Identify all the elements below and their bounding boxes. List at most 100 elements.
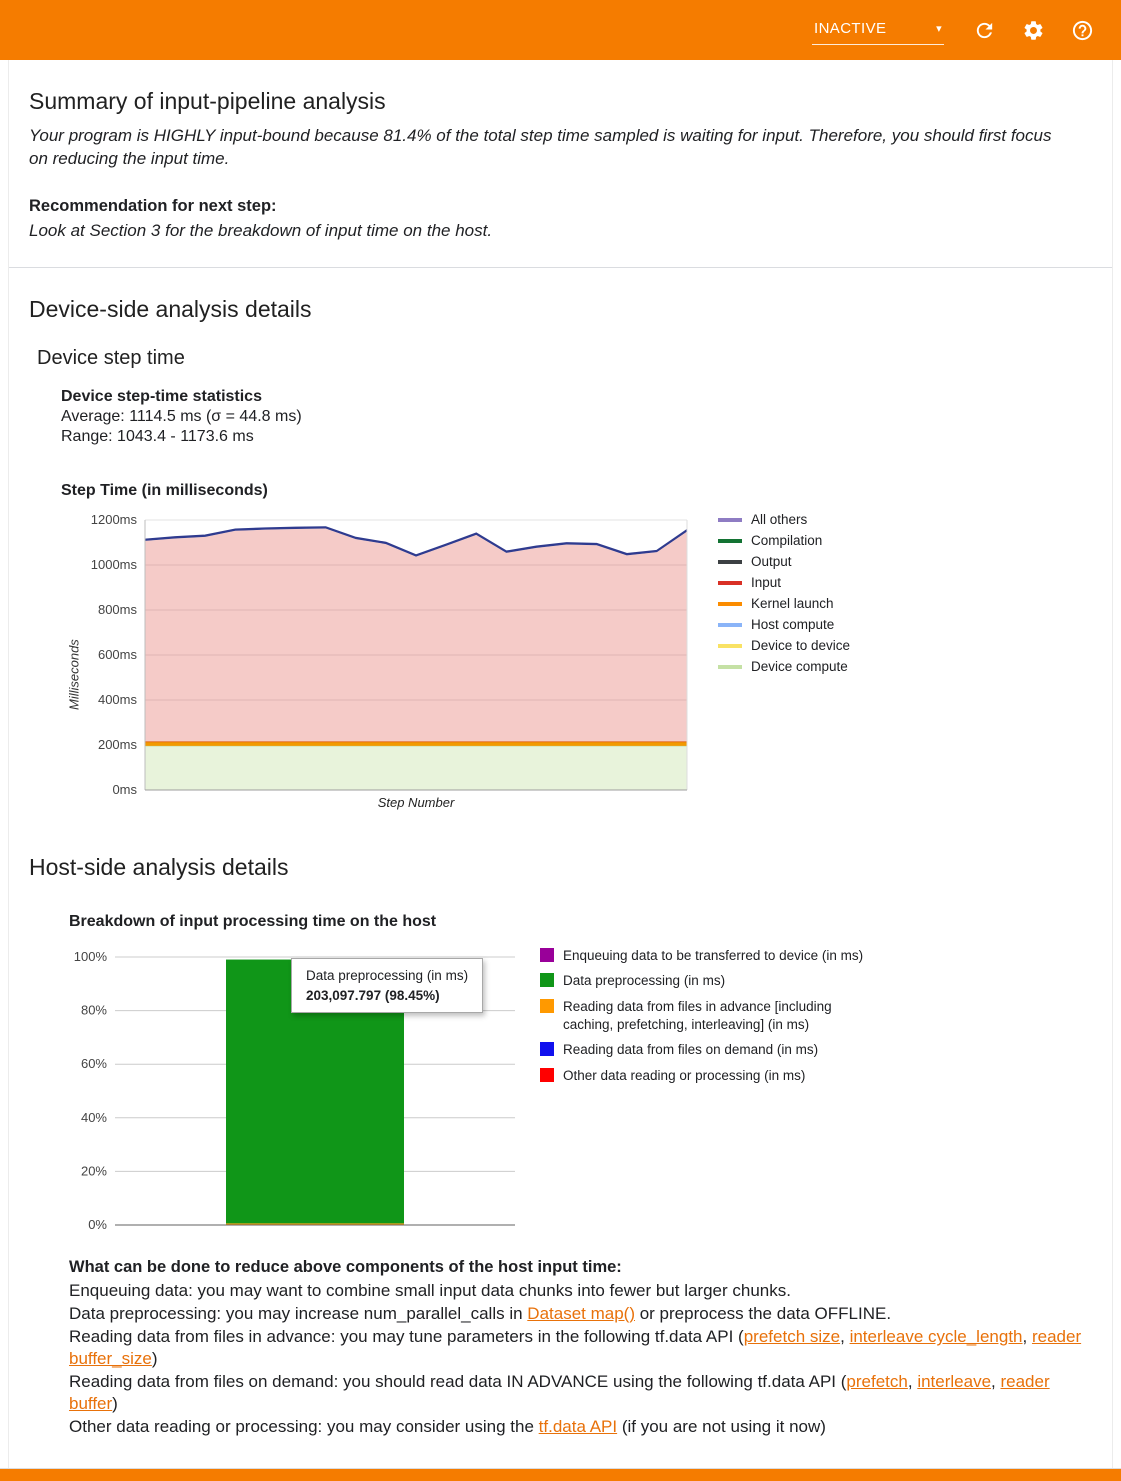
y-axis-label: Milliseconds xyxy=(66,639,82,711)
run-selector-value: INACTIVE xyxy=(814,19,887,37)
legend-label: Output xyxy=(751,553,792,569)
tip-line: Reading data from files on demand: you s… xyxy=(69,1372,1050,1413)
legend-label: Device compute xyxy=(751,658,848,674)
host-section: Host-side analysis details Breakdown of … xyxy=(9,810,1112,1468)
y-axis-tick-label: 60% xyxy=(81,1056,107,1071)
legend-item: Kernel launch xyxy=(718,596,850,611)
settings-icon xyxy=(1024,20,1043,40)
help-icon xyxy=(1072,20,1093,40)
device-step-time-chart: 0ms 200ms 400ms 600ms 800ms 1000ms 1200ms Step … xyxy=(91,512,688,810)
tips-section: What can be done to reduce above compone… xyxy=(69,1257,1092,1438)
legend-swatch-icon xyxy=(718,538,742,543)
legend-label: Enqueuing data to be transferred to devi… xyxy=(563,947,864,963)
x-axis-label: Step Number xyxy=(378,795,455,810)
doc-link[interactable]: prefetch xyxy=(846,1372,908,1392)
stats-title: Device step-time statistics xyxy=(61,387,262,405)
summary-text: Your program is HIGHLY input-bound becau… xyxy=(29,126,1052,168)
recommendation-text: Look at Section 3 for the breakdown of i… xyxy=(29,220,493,240)
refresh-button[interactable] xyxy=(968,14,1001,47)
series-area xyxy=(145,741,687,746)
legend-swatch-icon xyxy=(718,517,742,522)
y-axis-tick-label: 80% xyxy=(81,1002,107,1017)
y-axis-tick-label: 0% xyxy=(88,1217,107,1232)
doc-link[interactable]: interleave xyxy=(917,1372,992,1392)
series-line xyxy=(144,526,688,557)
legend-label: Data preprocessing (in ms) xyxy=(563,973,726,989)
tips-title: What can be done to reduce above compone… xyxy=(69,1257,622,1276)
legend-swatch-icon xyxy=(718,664,742,669)
legend-label: Compilation xyxy=(751,532,823,548)
legend-label: Device to device xyxy=(751,637,851,653)
legend-item: All others xyxy=(718,512,850,527)
legend-item: Reading data from files in advance [incl… xyxy=(540,998,875,1033)
legend-item: Reading data from files on demand (in ms… xyxy=(540,1041,875,1059)
doc-link[interactable]: tf.data API xyxy=(538,1417,618,1437)
device-chart-legend: All others Compilation Output Input Kernel l… xyxy=(718,510,850,810)
device-chart-area: Milliseconds 0ms 200ms 400ms 600ms 800ms 1000… xyxy=(61,510,1092,810)
legend-swatch-icon xyxy=(540,998,554,1013)
doc-link[interactable]: prefetch size xyxy=(743,1327,841,1347)
y-axis-tick-label: 200ms xyxy=(98,737,138,752)
legend-label: All others xyxy=(751,511,808,527)
settings-button[interactable] xyxy=(1017,14,1050,47)
host-chart-wrap: 0% 20% 40% 60% 80% 100% Data preprocessing (i… xyxy=(69,945,524,1237)
y-axis-tick-label: 0ms xyxy=(112,782,137,797)
device-section: Device-side analysis details Device step… xyxy=(9,268,1112,810)
legend-swatch-icon xyxy=(718,559,742,564)
device-step-time-stats: Device step-time statistics Average: 111… xyxy=(61,388,1092,810)
help-button[interactable] xyxy=(1066,14,1099,47)
toolbar: INACTIVE ▾ xyxy=(0,0,1121,60)
tip-line: Enqueuing data: you may want to combine … xyxy=(69,1280,791,1300)
legend-item: Device compute xyxy=(718,659,850,674)
legend-swatch-icon xyxy=(540,973,554,988)
legend-item: Host compute xyxy=(718,617,850,632)
stats-range: Range: 1043.4 - 1173.6 ms xyxy=(61,427,254,445)
host-chart-area: 0% 20% 40% 60% 80% 100% Data preprocessing (i… xyxy=(69,945,1092,1237)
tip-line: Other data reading or processing: you ma… xyxy=(69,1417,826,1437)
legend-item: Other data reading or processing (in ms) xyxy=(540,1067,875,1085)
legend-swatch-icon xyxy=(718,622,742,627)
legend-label: Reading data from files on demand (in ms… xyxy=(563,1042,819,1058)
main-content: Summary of input-pipeline analysis Your … xyxy=(8,60,1113,1468)
device-step-time-title: Device step time xyxy=(37,346,185,369)
legend-item: Output xyxy=(718,554,850,569)
device-chart-title: Step Time (in milliseconds) xyxy=(61,481,268,499)
run-selector[interactable]: INACTIVE ▾ xyxy=(812,16,944,45)
chevron-down-icon: ▾ xyxy=(936,22,942,35)
host-section-title: Host-side analysis details xyxy=(29,853,289,880)
y-axis-tick-label: 100% xyxy=(74,949,108,964)
legend-item: Input xyxy=(718,575,850,590)
legend-label: Reading data from files in advance [incl… xyxy=(563,998,832,1032)
y-axis-tick-label: 800ms xyxy=(98,602,138,617)
legend-swatch-icon xyxy=(718,601,742,606)
legend-label: Input xyxy=(751,574,782,590)
tips-list: Enqueuing data: you may want to combine … xyxy=(69,1280,1092,1438)
tooltip-title: Data preprocessing (in ms) xyxy=(306,967,469,983)
legend-label: Host compute xyxy=(751,616,835,632)
legend-item: Compilation xyxy=(718,533,850,548)
legend-label: Other data reading or processing (in ms) xyxy=(563,1067,806,1083)
series-area xyxy=(145,745,687,790)
legend-swatch-icon xyxy=(540,1067,554,1082)
y-axis-tick-label: 1200ms xyxy=(91,512,138,527)
y-axis-tick-label: 40% xyxy=(81,1110,107,1125)
chart-tooltip: Data preprocessing (in ms) 203,097.797 (… xyxy=(291,957,484,1013)
doc-link[interactable]: Dataset map() xyxy=(527,1304,635,1324)
legend-item: Enqueuing data to be transferred to devi… xyxy=(540,947,875,965)
bar-segment[interactable] xyxy=(226,1223,404,1225)
y-axis-tick-label: 600ms xyxy=(98,647,138,662)
doc-link[interactable]: interleave cycle_length xyxy=(849,1327,1023,1347)
host-chart-legend: Enqueuing data to be transferred to devi… xyxy=(540,945,875,1237)
legend-swatch-icon xyxy=(718,643,742,648)
page-title: Summary of input-pipeline analysis xyxy=(29,88,386,114)
y-axis-tick-label: 1000ms xyxy=(91,557,138,572)
y-axis-tick-label: 20% xyxy=(81,1163,107,1178)
summary-section: Summary of input-pipeline analysis Your … xyxy=(9,60,1112,261)
footer-bar xyxy=(0,1467,1121,1481)
recommendation-label: Recommendation for next step: xyxy=(29,196,277,215)
section-divider xyxy=(9,266,1112,268)
legend-item: Data preprocessing (in ms) xyxy=(540,972,875,990)
legend-swatch-icon xyxy=(540,947,554,962)
tip-line: Reading data from files in advance: you … xyxy=(69,1327,1082,1368)
device-section-title: Device-side analysis details xyxy=(29,295,312,322)
